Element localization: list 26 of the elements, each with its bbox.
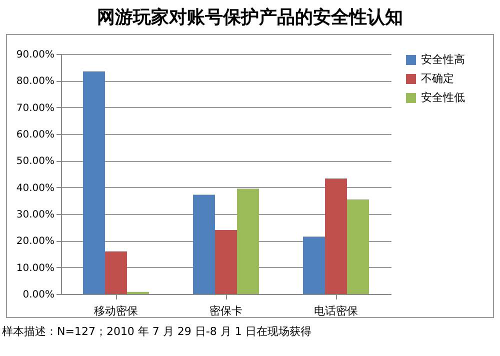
bar	[215, 230, 237, 294]
bar	[237, 188, 259, 294]
bar	[105, 251, 127, 294]
y-tick-label: 40.00%	[16, 182, 54, 194]
y-tick-label: 80.00%	[16, 76, 54, 88]
chart-title: 网游玩家对账号保护产品的安全性认知	[96, 6, 404, 30]
bar	[303, 236, 325, 294]
y-tick-label: 10.00%	[16, 262, 54, 274]
y-tick-label: 70.00%	[16, 102, 54, 114]
y-tick-label: 0.00%	[22, 290, 54, 300]
legend-label: 安全性低	[421, 91, 465, 104]
y-tick-label: 60.00%	[16, 130, 54, 140]
y-tick-label: 90.00%	[16, 50, 54, 60]
x-tick-label: 电话密保	[314, 304, 358, 318]
text: 样本描述：N=127；2010 年 7 月 29 日-8 月 1 日在现场获得	[1, 324, 312, 340]
x-tick-label: 移动密保	[94, 304, 138, 318]
y-tick-label: 30.00%	[16, 210, 54, 220]
bar	[193, 194, 215, 294]
legend-label: 安全性高	[421, 53, 465, 66]
bar	[83, 71, 105, 294]
x-tick-label: 密保卡	[210, 304, 242, 318]
y-tick-label: 20.00%	[16, 236, 54, 248]
y-tick-label: 50.00%	[16, 156, 54, 168]
bar	[325, 178, 347, 294]
legend-label: 不确定	[421, 72, 454, 85]
bar	[347, 199, 369, 294]
